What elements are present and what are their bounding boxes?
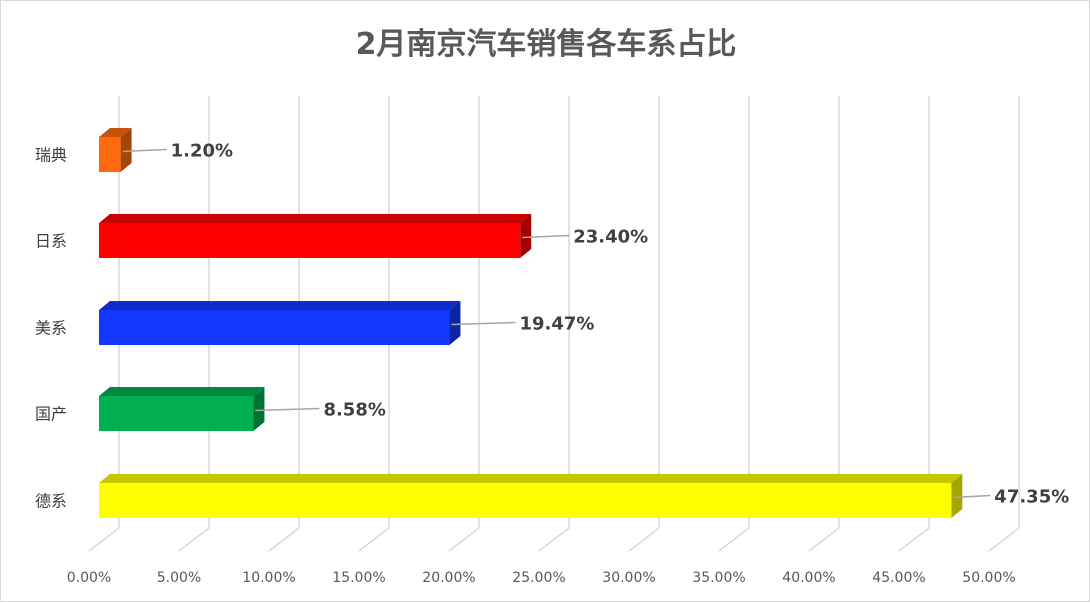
data-label: 19.47% (519, 314, 594, 335)
x-tick-label: 15.00% (332, 570, 385, 586)
category-label: 德系 (35, 492, 67, 511)
bar (99, 223, 521, 258)
data-label: 8.58% (323, 400, 385, 421)
bar-top-face (99, 214, 532, 223)
category-label: 国产 (35, 405, 67, 424)
x-tick-label: 0.00% (67, 570, 111, 586)
gridline (898, 96, 930, 552)
bar-top-face (99, 128, 132, 137)
leader-line (255, 407, 320, 412)
gridline (538, 96, 570, 552)
x-tick-label: 40.00% (782, 570, 835, 586)
bar-top-face (99, 474, 963, 483)
bar-side-face (120, 128, 132, 172)
x-tick-label: 10.00% (242, 570, 295, 586)
chart-title: 2月南京汽车销售各车系占比 (355, 27, 737, 62)
gridline (808, 96, 840, 552)
gridline (718, 96, 750, 552)
bar (99, 396, 254, 431)
leader-line (451, 321, 516, 326)
category-label: 瑞典 (35, 146, 67, 165)
x-tick-label: 20.00% (422, 570, 475, 586)
data-label: 47.35% (994, 487, 1069, 508)
bar (99, 137, 121, 172)
bar-top-face (99, 301, 461, 310)
bar-side-face (449, 301, 461, 345)
gridline (988, 96, 1020, 552)
bar (99, 310, 450, 345)
x-tick-label: 50.00% (962, 570, 1015, 586)
bar-side-face (253, 387, 265, 431)
x-tick-label: 30.00% (602, 570, 655, 586)
data-label: 1.20% (171, 141, 233, 162)
bar-side-face (951, 474, 963, 518)
leader-line (122, 148, 167, 153)
x-tick-label: 35.00% (692, 570, 745, 586)
leader-line (953, 494, 991, 499)
bar (99, 483, 952, 518)
category-label: 日系 (35, 232, 67, 251)
gridline (628, 96, 660, 552)
x-tick-label: 45.00% (872, 570, 925, 586)
category-label: 美系 (35, 319, 67, 338)
bar-top-face (99, 387, 265, 396)
bar-side-face (520, 214, 532, 258)
x-tick-label: 5.00% (157, 570, 201, 586)
leader-line (522, 234, 570, 239)
x-tick-label: 25.00% (512, 570, 565, 586)
data-label: 23.40% (573, 227, 648, 248)
